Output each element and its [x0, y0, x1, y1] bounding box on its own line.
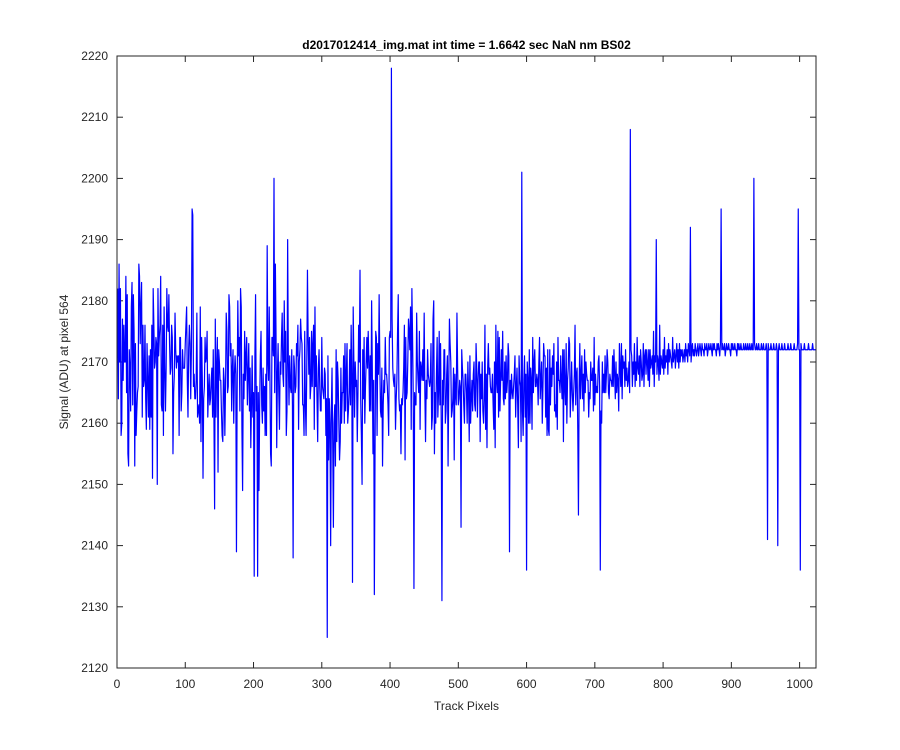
y-tick-label: 2130: [81, 600, 108, 614]
y-tick-label: 2190: [81, 233, 108, 247]
x-tick-label: 0: [114, 677, 121, 691]
x-tick-label: 300: [312, 677, 332, 691]
x-tick-label: 600: [517, 677, 537, 691]
x-tick-label: 500: [448, 677, 468, 691]
y-tick-label: 2210: [81, 110, 108, 124]
series-line: [117, 67, 816, 638]
plot-box: [116, 55, 817, 669]
y-tick-label: 2160: [81, 416, 108, 430]
x-tick-label: 1000: [786, 677, 813, 691]
x-tick-label: 700: [585, 677, 605, 691]
y-axis-label: Signal (ADU) at pixel 564: [57, 294, 71, 429]
x-tick-label: 200: [244, 677, 264, 691]
y-tick-label: 2150: [81, 477, 108, 491]
y-tick-label: 2180: [81, 294, 108, 308]
x-tick-label: 400: [380, 677, 400, 691]
chart-title: d2017012414_img.mat int time = 1.6642 se…: [302, 38, 631, 52]
axis-ticks: 0 100 200 300 400 500 600 700 800 900 1000 2120 2130…: [81, 49, 816, 691]
y-tick-label: 2200: [81, 171, 108, 185]
x-axis-label: Track Pixels: [434, 699, 499, 713]
x-tick-label: 800: [653, 677, 673, 691]
y-tick-label: 2220: [81, 49, 108, 63]
y-tick-label: 2170: [81, 355, 108, 369]
y-tick-label: 2140: [81, 539, 108, 553]
x-tick-label: 900: [721, 677, 741, 691]
x-tick-label: 100: [175, 677, 195, 691]
y-tick-label: 2120: [81, 661, 108, 675]
plot-area: [117, 56, 816, 668]
